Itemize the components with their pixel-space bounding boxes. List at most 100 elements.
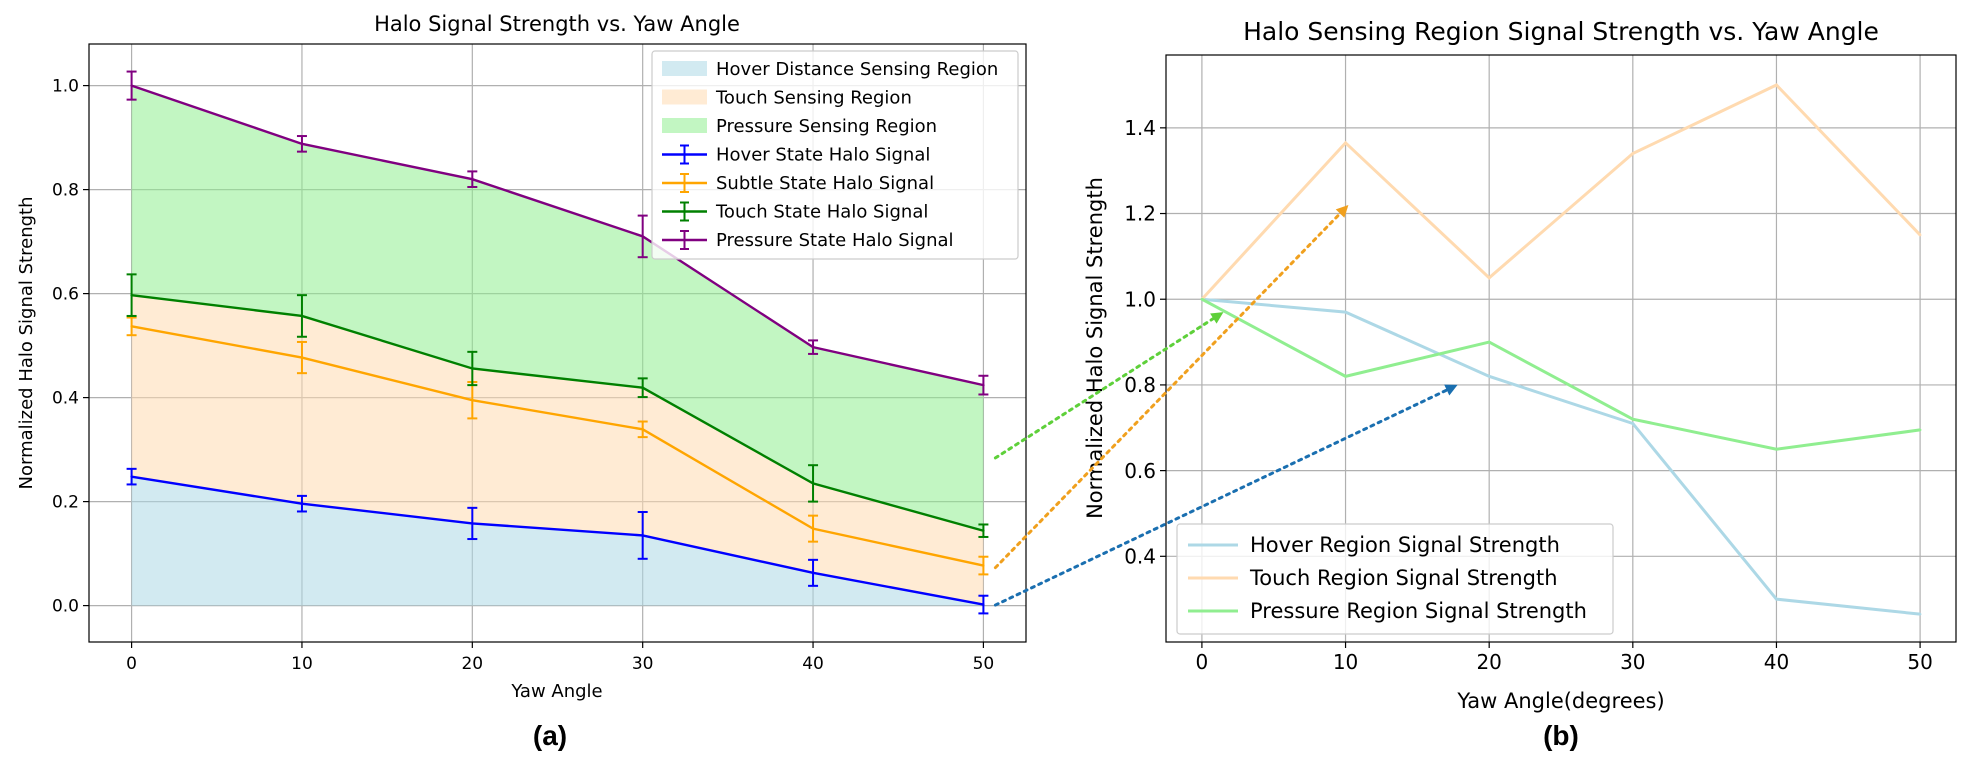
- error-bar-touch-state-halo-signal: [296, 294, 307, 338]
- legend-swatch-hover-state-halo-signal: [662, 144, 707, 165]
- data-point-pressure-region-signal-strength: [1200, 297, 1204, 301]
- connector-hover-distance-sensing-region: [993, 384, 1458, 607]
- a-xtick-label: 50: [973, 654, 995, 674]
- data-point-touch-region-signal-strength: [1918, 233, 1922, 237]
- a-legend: Hover Distance Sensing Region Touch Sensi…: [651, 50, 1019, 260]
- data-point-touch-region-signal-strength: [1487, 276, 1491, 280]
- legend-swatch-hover-distance-sensing-region: [662, 61, 707, 76]
- error-bar-hover-state-halo-signal: [978, 594, 989, 615]
- error-bar-subtle-state-halo-signal: [978, 555, 989, 576]
- error-bar-touch-state-halo-signal: [126, 273, 137, 317]
- data-point-pressure-state-halo-signal: [130, 84, 133, 87]
- error-bar-pressure-state-halo-signal: [808, 339, 819, 355]
- connectors: [993, 204, 1458, 607]
- a-ytick-label: 0.6: [52, 285, 79, 305]
- b-ylabel: Normalized Halo Signal Strength: [1083, 177, 1107, 519]
- legend-swatch-pressure-sensing-region: [662, 118, 707, 133]
- b-xtick-label: 40: [1764, 650, 1789, 674]
- data-point-pressure-region-signal-strength: [1631, 417, 1635, 421]
- data-point-pressure-state-halo-signal: [811, 345, 815, 349]
- error-bar-hover-state-halo-signal: [126, 467, 137, 486]
- series-line-touch-state-halo-signal: [131, 293, 984, 532]
- data-point-hover-region-signal-strength: [1918, 612, 1922, 616]
- data-point-subtle-state-halo-signal: [982, 564, 985, 567]
- data-point-pressure-state-halo-signal: [982, 383, 985, 387]
- b-ytick-label: 1.2: [1124, 202, 1156, 226]
- a-xtick-label: 0: [126, 654, 137, 674]
- b-xlabel: Yaw Angle(degrees): [1456, 689, 1664, 713]
- a-ytick-label: 1.0: [52, 77, 79, 97]
- data-point-hover-region-signal-strength: [1775, 597, 1778, 601]
- data-point-pressure-state-halo-signal: [471, 178, 474, 181]
- b-ytick-label: 0.8: [1124, 373, 1156, 397]
- a-ytick-label: 0.2: [52, 493, 79, 513]
- data-point-touch-state-halo-signal: [982, 529, 985, 532]
- series-line-pressure-region-signal-strength: [1201, 297, 1921, 451]
- b-xtick-label: 10: [1333, 650, 1358, 674]
- b-panel-label: (b): [1543, 720, 1579, 751]
- error-bar-hover-state-halo-signal: [808, 558, 819, 587]
- error-bar-touch-state-halo-signal: [808, 464, 819, 503]
- data-point-touch-region-signal-strength: [1775, 83, 1778, 87]
- b-lines: [1200, 83, 1922, 616]
- data-point-hover-region-signal-strength: [1487, 375, 1491, 378]
- data-point-subtle-state-halo-signal: [471, 399, 474, 402]
- data-point-subtle-state-halo-signal: [130, 325, 133, 328]
- data-point-pressure-state-halo-signal: [641, 235, 644, 238]
- series-line-subtle-state-halo-signal: [131, 325, 984, 567]
- a-xtick-label: 30: [632, 654, 654, 674]
- legend-label-pressure-region-signal-strength: Pressure Region Signal Strength: [1250, 599, 1587, 623]
- b-xtick-label: 50: [1907, 650, 1932, 674]
- region-pressure-sensing-region: [131, 85, 984, 531]
- series-line-pressure-state-halo-signal: [131, 84, 984, 387]
- data-point-pressure-region-signal-strength: [1918, 428, 1922, 432]
- panel-b: 0 10 20 30 40 50 0.4 0.6 0.8 1.0 1.2 1.4 Halo Sens…: [1083, 17, 1957, 751]
- legend-label-subtle-state-halo-signal: Subtle State Halo Signal: [716, 173, 934, 194]
- a-lines: [126, 70, 989, 615]
- a-ytick-label: 0.0: [52, 597, 79, 617]
- a-ytick-label: 0.8: [52, 181, 79, 201]
- connector-touch-sensing-region: [993, 204, 1349, 570]
- legend-label-touch-sensing-region: Touch Sensing Region: [715, 88, 912, 109]
- b-ytick-label: 1.4: [1124, 116, 1156, 140]
- error-bar-subtle-state-halo-signal: [126, 316, 137, 337]
- a-xlabel: Yaw Angle: [510, 681, 602, 702]
- a-panel-label: (a): [533, 720, 567, 751]
- error-bar-hover-state-halo-signal: [637, 511, 648, 560]
- error-bar-pressure-state-halo-signal: [978, 374, 989, 396]
- data-point-hover-state-halo-signal: [982, 603, 985, 606]
- legend-swatch-touch-state-halo-signal: [662, 201, 707, 222]
- series-line-hover-region-signal-strength: [1201, 297, 1921, 616]
- a-axes-frame: [88, 43, 1027, 643]
- b-legend: Hover Region Signal Strength Touch Region…: [1176, 523, 1614, 635]
- data-point-touch-region-signal-strength: [1631, 152, 1635, 155]
- a-xtick-label: 10: [291, 654, 313, 674]
- a-title: Halo Signal Strength vs. Yaw Angle: [374, 12, 740, 36]
- data-point-subtle-state-halo-signal: [300, 356, 304, 359]
- legend-swatch-touch-sensing-region: [662, 89, 707, 105]
- a-xtick-label: 40: [802, 654, 824, 674]
- connector-pressure-sensing-region: [993, 312, 1224, 460]
- b-xtick-label: 30: [1620, 650, 1645, 674]
- b-title: Halo Sensing Region Signal Strength vs. …: [1243, 17, 1879, 46]
- b-xtick-label: 0: [1196, 650, 1209, 674]
- a-legend-box: [651, 50, 1019, 260]
- b-x-ticks: 0 10 20 30 40 50: [1196, 642, 1933, 674]
- region-touch-sensing-region: [131, 295, 984, 605]
- data-point-hover-state-halo-signal: [471, 522, 474, 525]
- data-point-hover-region-signal-strength: [1631, 422, 1635, 425]
- series-line-hover-state-halo-signal: [131, 475, 984, 606]
- legend-swatch-subtle-state-halo-signal: [662, 173, 707, 193]
- legend-label-hover-state-halo-signal: Hover State Halo Signal: [716, 145, 930, 166]
- error-bar-pressure-state-halo-signal: [126, 70, 137, 101]
- error-bar-hover-state-halo-signal: [296, 494, 307, 513]
- panel-a: 0 10 20 30 40 50 0.0 0.2 0.4 0.6 0.8 1.0 Halo Sign…: [16, 12, 1027, 751]
- legend-label-touch-state-halo-signal: Touch State Halo Signal: [715, 202, 928, 223]
- data-point-touch-state-halo-signal: [471, 367, 474, 370]
- series-line-touch-region-signal-strength: [1200, 83, 1922, 301]
- data-point-touch-state-halo-signal: [300, 314, 304, 318]
- data-point-pressure-state-halo-signal: [300, 142, 304, 146]
- data-point-subtle-state-halo-signal: [641, 428, 644, 431]
- data-point-pressure-region-signal-strength: [1487, 340, 1491, 344]
